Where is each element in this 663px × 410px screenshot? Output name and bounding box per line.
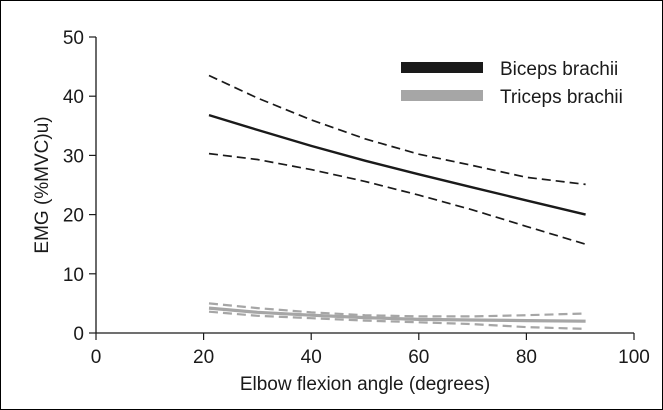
y-tick-label: 40 bbox=[63, 87, 84, 108]
y-axis-label: EMG (%MVC)u) bbox=[32, 116, 53, 253]
y-tick-label: 0 bbox=[73, 324, 84, 345]
axes bbox=[95, 37, 634, 334]
biceps-brachii-upper-bound-line bbox=[208, 74, 586, 186]
biceps-brachii-mean-line bbox=[208, 113, 586, 216]
x-ticks: 0 20 40 60 80 100 bbox=[91, 333, 650, 368]
x-tick-label: 0 bbox=[91, 347, 102, 368]
triceps-brachii-legend-label: Triceps brachii bbox=[500, 87, 623, 108]
x-axis-label: Elbow flexion angle (degrees) bbox=[240, 374, 490, 395]
triceps-brachii-upper-bound-line bbox=[208, 302, 586, 318]
x-tick-label: 40 bbox=[301, 347, 322, 368]
y-tick-label: 10 bbox=[63, 265, 84, 286]
triceps-brachii-lower-bound-line bbox=[208, 310, 586, 330]
x-tick-label: 20 bbox=[193, 347, 214, 368]
y-tick-label: 30 bbox=[63, 146, 84, 167]
y-ticks: 0 10 20 30 40 50 bbox=[63, 28, 96, 345]
legend: Biceps brachii Triceps brachii bbox=[401, 59, 623, 108]
series-layer bbox=[208, 74, 586, 330]
x-tick-label: 80 bbox=[516, 347, 537, 368]
biceps-brachii-lower-bound-line bbox=[208, 152, 586, 246]
y-tick-label: 20 bbox=[63, 206, 84, 227]
biceps-brachii-legend-swatch bbox=[401, 62, 483, 73]
triceps-brachii-legend-swatch bbox=[401, 90, 483, 101]
triceps-brachii-mean-line bbox=[208, 306, 586, 323]
x-tick-label: 60 bbox=[408, 347, 429, 368]
biceps-brachii-legend-label: Biceps brachii bbox=[500, 59, 618, 80]
x-tick-label: 100 bbox=[618, 347, 650, 368]
y-tick-label: 50 bbox=[63, 28, 84, 49]
